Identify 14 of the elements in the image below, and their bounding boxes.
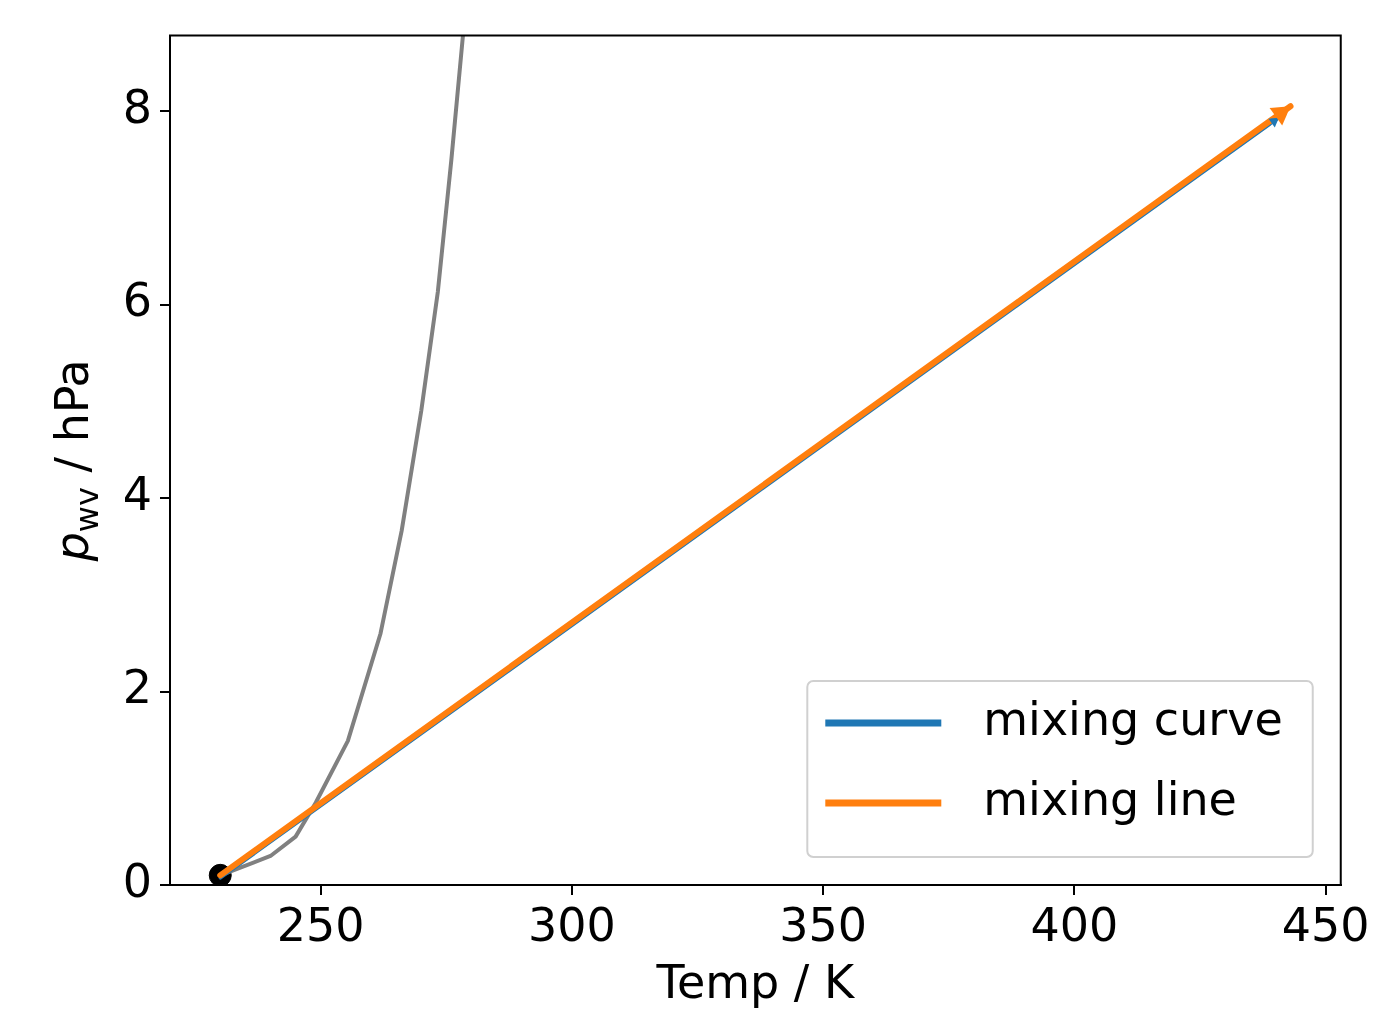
y-tick-label: 2 <box>122 660 152 715</box>
x-tick-label: 400 <box>1030 897 1119 952</box>
y-tick-label: 0 <box>122 853 152 908</box>
legend-label: mixing line <box>983 771 1237 826</box>
x-tick-label: 250 <box>276 897 365 952</box>
legend-label: mixing curve <box>983 691 1283 746</box>
y-tick-label: 6 <box>122 273 152 328</box>
y-tick-label: 8 <box>122 80 152 135</box>
x-tick-label: 450 <box>1281 897 1370 952</box>
y-tick-label: 4 <box>122 466 152 521</box>
x-tick-label: 350 <box>779 897 868 952</box>
x-axis-title: Temp / K <box>655 955 856 1010</box>
y-axis-title: pwv / hPa <box>45 359 106 563</box>
x-tick-label: 300 <box>528 897 616 952</box>
